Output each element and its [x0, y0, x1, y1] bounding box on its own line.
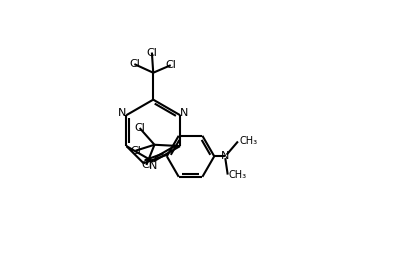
- Text: N: N: [180, 108, 188, 118]
- Text: CH₃: CH₃: [239, 137, 257, 147]
- Text: N: N: [118, 108, 127, 118]
- Text: Cl: Cl: [141, 160, 152, 170]
- Text: Cl: Cl: [129, 59, 140, 69]
- Text: Cl: Cl: [165, 60, 176, 70]
- Text: N: N: [149, 161, 158, 171]
- Text: Cl: Cl: [130, 146, 141, 156]
- Text: N: N: [221, 151, 229, 161]
- Text: Cl: Cl: [134, 123, 145, 133]
- Text: Cl: Cl: [146, 48, 157, 58]
- Text: CH₃: CH₃: [229, 170, 247, 180]
